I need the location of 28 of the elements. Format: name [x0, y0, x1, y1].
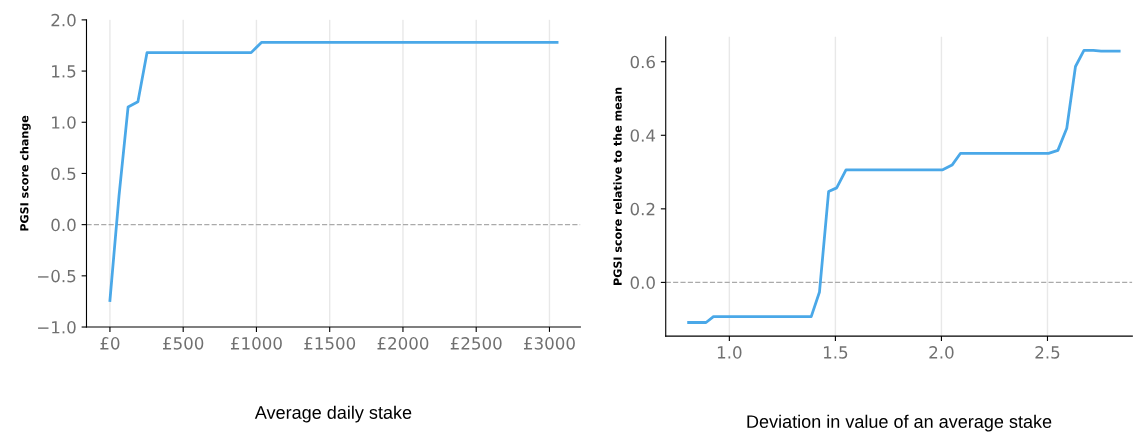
x-tick-label: £0 — [100, 337, 120, 350]
x-tick-label: £2500 — [450, 337, 502, 350]
y-tick-label: 0.6 — [630, 55, 655, 69]
y-tick-label: 1.0 — [52, 116, 76, 129]
line-series — [687, 48, 1121, 324]
x-tick-label: £500 — [163, 337, 204, 350]
y-tick-label: 0.0 — [51, 218, 76, 232]
x-axis-title: Deviation in value of an average stake — [747, 414, 1052, 432]
line-series — [108, 41, 559, 302]
y-tick-label: 1.5 — [52, 65, 76, 78]
x-tick-label: 1.5 — [823, 346, 848, 359]
y-tick-label: 0.4 — [630, 129, 656, 142]
y-tick-label: 2.0 — [51, 13, 76, 27]
y-axis-title: PGSI score change — [19, 115, 31, 231]
x-tick-label: 2.0 — [929, 346, 954, 359]
x-axis-title: Average daily stake — [254, 405, 412, 423]
y-tick-label: 0.5 — [51, 167, 76, 181]
y-tick-label: 0.0 — [630, 276, 655, 289]
x-tick-label: 1.0 — [717, 346, 742, 359]
y-tick-label: −1.0 — [38, 320, 76, 334]
x-tick-label: 2.5 — [1035, 346, 1060, 359]
x-tick-label: £2000 — [377, 337, 429, 350]
y-tick-label: 0.2 — [630, 202, 655, 216]
y-axis-title: PGSI score relative to the mean — [613, 87, 622, 285]
x-tick-label: £3000 — [524, 337, 575, 350]
x-tick-label: £1500 — [304, 337, 356, 350]
x-tick-label: £1000 — [230, 337, 282, 350]
y-tick-label: −0.5 — [38, 269, 76, 283]
